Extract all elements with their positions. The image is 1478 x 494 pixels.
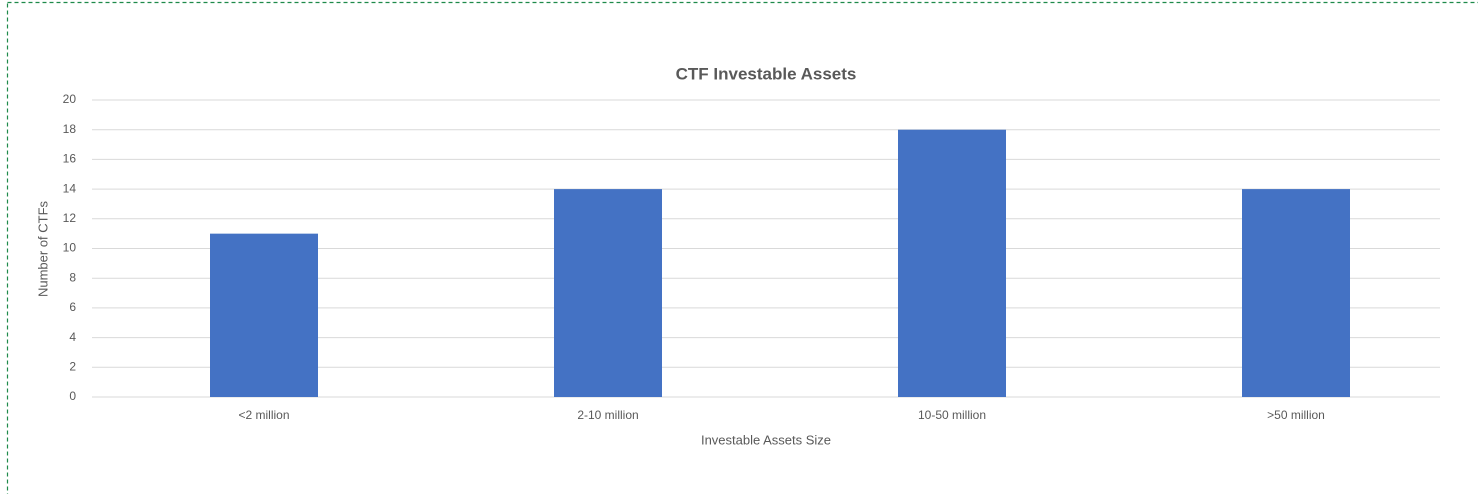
bar (210, 233, 318, 397)
x-tick-label: 10-50 million (918, 408, 986, 422)
y-tick-label: 12 (63, 211, 77, 225)
bar (554, 189, 662, 397)
x-tick-label: >50 million (1267, 408, 1325, 422)
chart-title: CTF Investable Assets (676, 64, 857, 83)
y-tick-label: 14 (63, 181, 77, 195)
y-tick-label: 0 (69, 389, 76, 403)
y-tick-label: 4 (69, 330, 76, 344)
y-tick-label: 10 (63, 241, 77, 255)
bar (1242, 189, 1350, 397)
y-tick-label: 18 (63, 122, 77, 136)
bar (898, 129, 1006, 397)
x-axis-title: Investable Assets Size (701, 432, 831, 447)
frame (6, 1, 1478, 494)
y-tick-label: 8 (69, 270, 76, 284)
y-tick-label: 6 (69, 300, 76, 314)
y-axis-title: Number of CTFs (35, 200, 50, 297)
y-tick-label: 20 (63, 92, 77, 106)
y-tick-label: 16 (63, 152, 77, 166)
y-tick-label: 2 (69, 359, 76, 373)
x-tick-label: <2 million (238, 408, 289, 422)
x-tick-label: 2-10 million (577, 408, 638, 422)
